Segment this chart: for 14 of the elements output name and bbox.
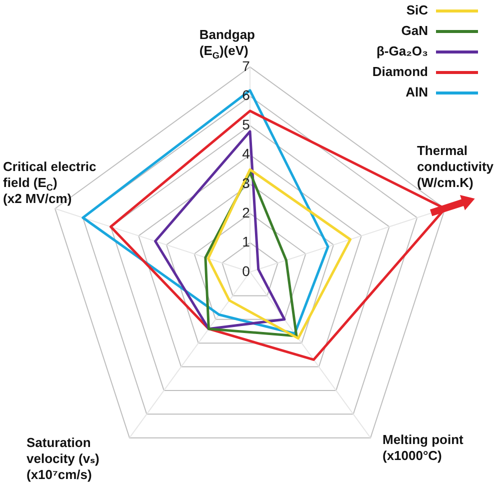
y-tick-label: 1: [242, 234, 250, 250]
y-tick-label: 0: [242, 262, 250, 279]
spoke-label: Melting point (x1000°C): [382, 432, 464, 464]
legend-label: Diamond: [372, 64, 428, 80]
spoke-label: Saturation velocity (vₛ) (x10⁷cm/s): [26, 434, 100, 483]
y-tick-label: 4: [242, 146, 250, 162]
legend-label: SiC: [406, 2, 429, 18]
legend-label: β-Ga₂O₃: [376, 44, 428, 59]
y-tick-label: 5: [242, 116, 250, 132]
legend-label: AlN: [406, 84, 428, 100]
spoke-label: Thermal conductivity (W/cm.K): [416, 142, 494, 191]
spoke-label: Critical electric field (E$_{C}$) (x2 MV/cm): [3, 158, 96, 207]
legend-label: GaN: [401, 23, 428, 38]
y-tick-label: 2: [242, 204, 250, 220]
